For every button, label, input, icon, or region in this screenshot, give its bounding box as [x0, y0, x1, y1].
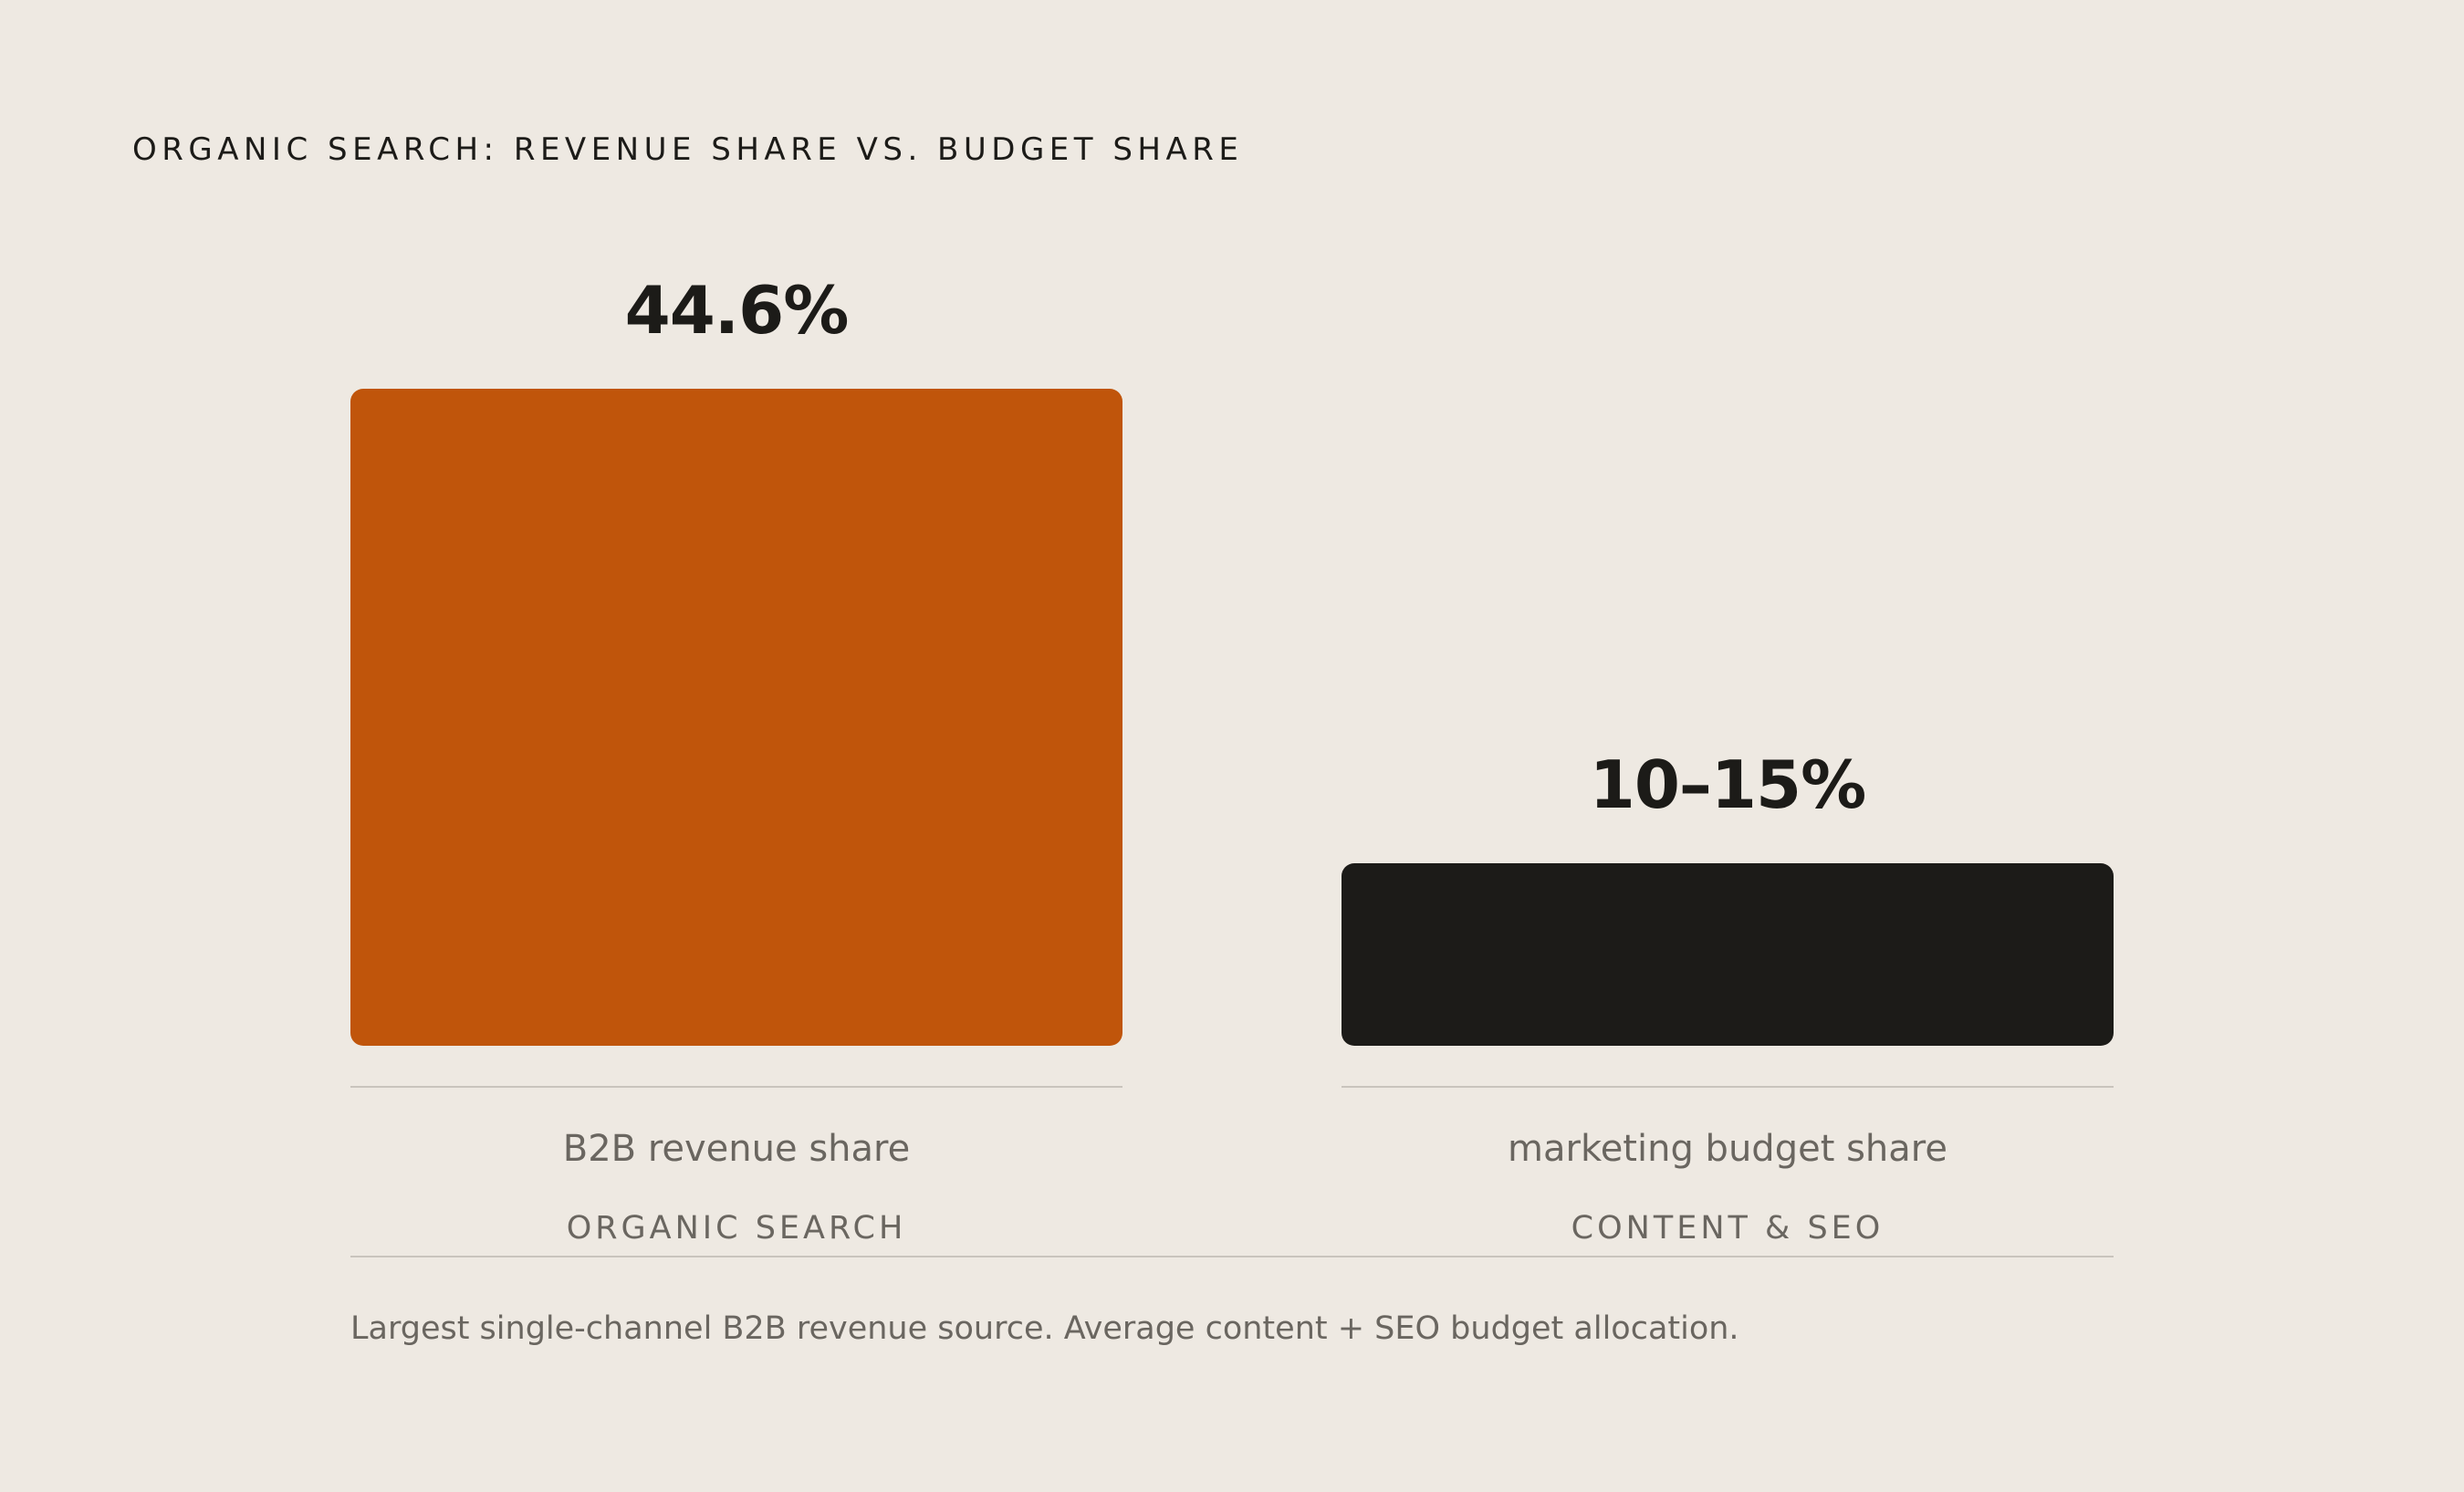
category-label-2: marketing budget share: [1508, 1128, 1947, 1170]
chart-footnote: Largest single-channel B2B revenue sourc…: [350, 1310, 1739, 1347]
bar-1: [350, 389, 1122, 1046]
value-label-2: 10–15%: [1589, 746, 1867, 823]
category-label-1: B2B revenue share: [562, 1128, 911, 1170]
bar-2: [1342, 863, 2114, 1046]
bar-baseline-2: [1342, 1086, 2114, 1088]
value-label-1: 44.6%: [624, 272, 850, 349]
chart-title: ORGANIC SEARCH: REVENUE SHARE VS. BUDGET…: [132, 131, 1244, 168]
category-sublabel-2: CONTENT & SEO: [1571, 1210, 1885, 1247]
bar-baseline-1: [350, 1086, 1122, 1088]
category-sublabel-1: ORGANIC SEARCH: [566, 1210, 907, 1247]
bottom-rule: [350, 1256, 2114, 1257]
